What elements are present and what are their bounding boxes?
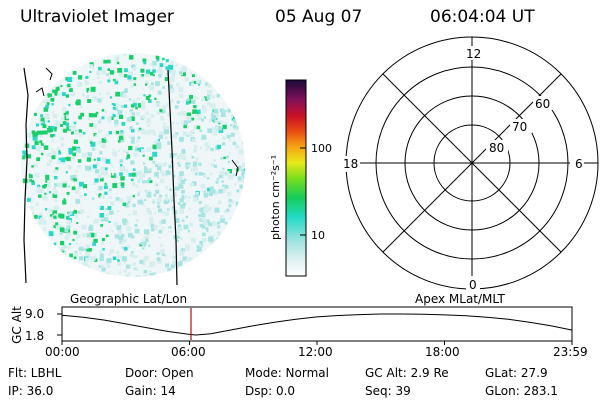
lat-label: 60	[535, 97, 550, 111]
mlt-label-midnight: 0	[469, 278, 477, 292]
terminator-line	[167, 69, 178, 286]
time-label: 06:04:04 UT	[430, 7, 535, 27]
altitude-line	[61, 313, 572, 336]
status-ip: IP: 36.0	[8, 384, 54, 398]
colorbar-tick-label: 100	[311, 142, 332, 155]
status-seq: Seq: 39	[365, 384, 411, 398]
mlt-label-dawn: 6	[575, 157, 583, 171]
coastline	[23, 67, 29, 284]
coastline-fragment	[231, 159, 239, 177]
emission-speckles	[22, 53, 245, 277]
status-gc-alt: GC Alt: 2.9 Re	[365, 366, 449, 380]
coastline-fragment	[45, 67, 53, 81]
timeline-ytick: 1.8	[25, 329, 45, 343]
timeline-xtick-label: 12:00	[298, 345, 333, 359]
timeline-xtick-label: 00:00	[45, 345, 80, 359]
timeline-left-label: Geographic Lat/Lon	[70, 292, 188, 306]
lat-label: 80	[489, 141, 504, 155]
status-dsp: Dsp: 0.0	[245, 384, 296, 398]
timeline-ytick: 9.0	[25, 307, 45, 321]
app-title: Ultraviolet Imager	[20, 7, 174, 27]
status-mode: Mode: Normal	[245, 366, 329, 380]
timeline-xtick-label: 23:59	[553, 345, 588, 359]
status-glon: GLon: 283.1	[485, 384, 558, 398]
status-glat: GLat: 27.9	[485, 366, 548, 380]
status-filter: Flt: LBHL	[8, 366, 62, 380]
earth-disk	[21, 53, 245, 277]
status-gain: Gain: 14	[125, 384, 176, 398]
mlt-label-noon: 12	[466, 47, 481, 61]
colorbar-gradient	[285, 79, 307, 277]
polar-diagonal	[382, 73, 562, 253]
timeline-frame	[61, 306, 573, 342]
timeline-right-label: Apex MLat/MLT	[415, 292, 505, 306]
colorbar-tick-label: 10	[311, 229, 325, 242]
mlt-label-dusk: 18	[343, 157, 358, 171]
date-label: 05 Aug 07	[275, 7, 363, 27]
timeline-xtick-label: 06:00	[171, 345, 206, 359]
colorbar-label: photon cm⁻²s⁻¹	[269, 155, 282, 240]
status-door: Door: Open	[125, 366, 194, 380]
coastline-fragment	[35, 87, 45, 97]
timeline-xtick-label: 18:00	[425, 345, 460, 359]
lat-label: 70	[512, 120, 527, 134]
